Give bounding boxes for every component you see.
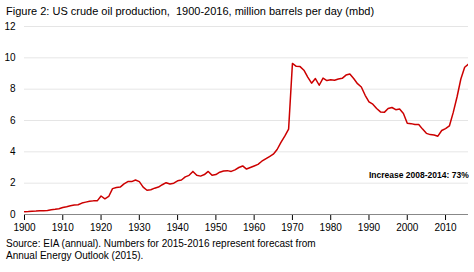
svg-text:0: 0 xyxy=(10,209,16,220)
svg-text:1920: 1920 xyxy=(90,222,113,233)
svg-text:1990: 1990 xyxy=(358,222,381,233)
svg-text:12: 12 xyxy=(4,21,16,32)
svg-text:8: 8 xyxy=(10,83,16,94)
svg-text:1940: 1940 xyxy=(166,222,189,233)
svg-text:10: 10 xyxy=(4,52,16,63)
svg-text:2: 2 xyxy=(10,177,16,188)
html-text:Figure 2: US crude oil product: Figure 2: US crude oil production, 1900-… xyxy=(6,5,375,17)
html-text:Source: EIA (annual). Numbers: Source: EIA (annual). Numbers for 2015-2… xyxy=(6,238,316,261)
svg-text:1950: 1950 xyxy=(205,222,228,233)
svg-text:1900: 1900 xyxy=(13,222,36,233)
svg-text:2010: 2010 xyxy=(434,222,457,233)
svg-text:Increase 2008-2014: 73%: Increase 2008-2014: 73% xyxy=(369,170,469,180)
svg-text:1910: 1910 xyxy=(52,222,75,233)
svg-text:4: 4 xyxy=(10,146,16,157)
svg-text:1970: 1970 xyxy=(281,222,304,233)
svg-text:2000: 2000 xyxy=(396,222,419,233)
svg-text:1930: 1930 xyxy=(128,222,151,233)
svg-text:1980: 1980 xyxy=(320,222,343,233)
svg-text:1960: 1960 xyxy=(243,222,266,233)
svg-text:6: 6 xyxy=(10,115,16,126)
